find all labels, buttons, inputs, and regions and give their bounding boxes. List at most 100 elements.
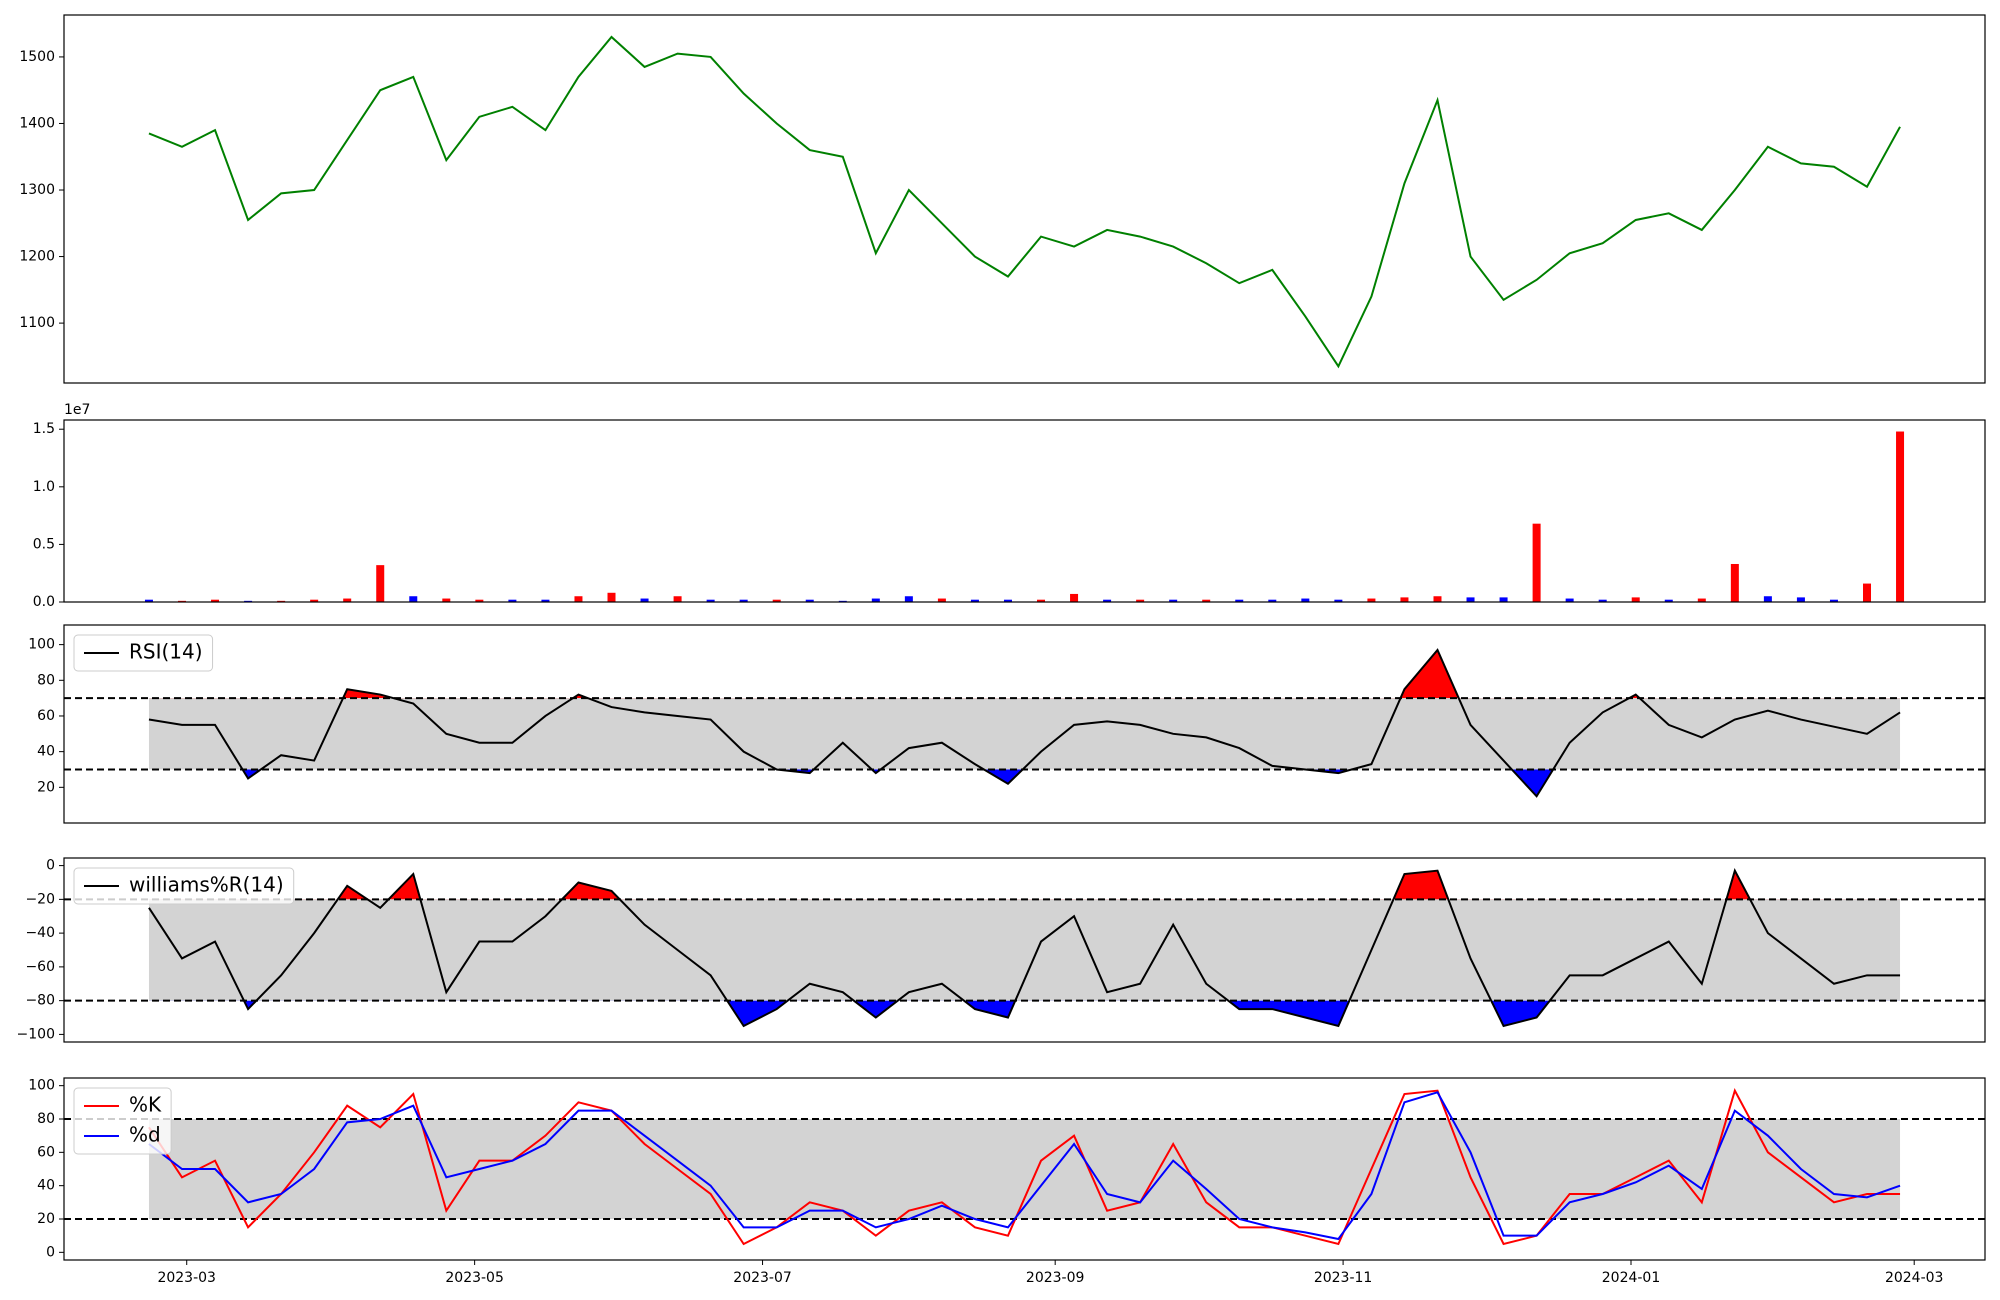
- indicator-line: [148, 868, 1901, 1028]
- volume-bar: [1136, 599, 1145, 602]
- panel: 20 40 60 80 100 RSI(14): [28, 624, 1986, 824]
- volume-bar: [1367, 598, 1376, 602]
- volume-bar: [1466, 597, 1475, 602]
- axes-frame: [63, 624, 1986, 824]
- y-tick-label: 80: [37, 672, 55, 688]
- volume-bar: [937, 598, 946, 602]
- axes-frame: [63, 419, 1986, 603]
- y-tick-label: 1100: [19, 315, 55, 331]
- volume-bar: [1433, 596, 1442, 602]
- volume-bar: [607, 592, 616, 602]
- legend-box: [73, 1087, 172, 1155]
- volume-bar: [1532, 523, 1541, 602]
- volume-bar: [409, 596, 418, 602]
- volume-bar: [1896, 431, 1905, 602]
- y-tick-label: 60: [37, 708, 55, 724]
- volume-bar: [211, 599, 220, 602]
- volume-bar: [640, 598, 649, 602]
- volume-bar: [1235, 599, 1244, 602]
- panel: 0.0 0.5 1.0 1.5 1e7: [33, 402, 1986, 610]
- y-tick-label: 1400: [19, 115, 55, 131]
- x-tick-label: 2023-09: [1026, 1270, 1085, 1286]
- legend: %K %d: [73, 1087, 172, 1155]
- x-tick-label: 2023-03: [157, 1270, 216, 1286]
- y-tick-label: 0.5: [33, 536, 55, 552]
- panel: −100 −80 −60 −40 −20 0 williams%R(14): [17, 857, 1986, 1043]
- y-tick-label: 1200: [19, 249, 55, 265]
- x-tick-label: 2023-05: [445, 1270, 504, 1286]
- volume-bar: [1664, 599, 1673, 602]
- volume-bar: [1202, 599, 1211, 602]
- volume-bar: [871, 598, 880, 602]
- y-tick-label: 0: [46, 1244, 55, 1260]
- volume-bar: [772, 599, 781, 602]
- y-tick-label: −40: [25, 925, 55, 941]
- y-tick-label: 40: [37, 1178, 55, 1194]
- volume-bar: [376, 565, 385, 602]
- volume-bar: [1037, 599, 1046, 602]
- y-tick-label: 1500: [19, 49, 55, 65]
- y-tick-label: 0.0: [33, 594, 55, 610]
- volume-bar: [1499, 597, 1508, 602]
- volume-bar: [1268, 599, 1277, 602]
- x-tick-label: 2023-11: [1314, 1270, 1373, 1286]
- volume-bar: [904, 596, 913, 602]
- legend-label: williams%R(14): [129, 873, 284, 897]
- y-tick-label: 80: [37, 1111, 55, 1127]
- volume-bar: [1169, 599, 1178, 602]
- volume-bar: [343, 598, 352, 602]
- offset-label: 1e7: [64, 402, 90, 418]
- y-tick-label: 1.0: [33, 479, 55, 495]
- x-tick-label: 2023-07: [733, 1270, 792, 1286]
- y-tick-label: 1.5: [33, 421, 55, 437]
- y-tick-label: 20: [37, 779, 55, 795]
- volume-bar: [1103, 599, 1112, 602]
- legend-box: [73, 867, 295, 905]
- volume-bar: [706, 599, 715, 602]
- volume-bar: [1400, 597, 1409, 602]
- volume-bar: [508, 599, 517, 602]
- axes-frame: [63, 1077, 1986, 1261]
- axes-frame: [63, 857, 1986, 1043]
- y-tick-label: −100: [17, 1026, 55, 1042]
- volume-bar: [1730, 563, 1739, 602]
- y-tick-label: −20: [25, 891, 55, 907]
- volume-bar: [1003, 599, 1012, 602]
- volume-bar: [1763, 596, 1772, 602]
- threshold-band: [148, 698, 1901, 770]
- legend: williams%R(14): [73, 867, 295, 905]
- volume-bar: [1070, 593, 1079, 602]
- volume-bar: [541, 599, 550, 602]
- volume-bar: [1301, 598, 1310, 602]
- legend-label: RSI(14): [129, 640, 203, 664]
- volume-bar: [442, 598, 451, 602]
- volume-bar: [1598, 599, 1607, 602]
- y-tick-label: −60: [25, 959, 55, 975]
- volume-bar: [1631, 597, 1640, 602]
- y-tick-label: 40: [37, 744, 55, 760]
- volume-bar: [1565, 598, 1574, 602]
- x-tick-label: 2024-01: [1602, 1270, 1661, 1286]
- volume-bar: [739, 599, 748, 602]
- indicator-line: [148, 1091, 1901, 1241]
- volume-bar: [475, 599, 484, 602]
- volume-bar: [673, 596, 682, 602]
- legend: RSI(14): [73, 634, 214, 672]
- y-tick-label: 20: [37, 1211, 55, 1227]
- volume-bar: [1796, 597, 1805, 602]
- y-tick-label: 100: [28, 1078, 55, 1094]
- threshold-band: [148, 1119, 1901, 1219]
- volume-bar: [310, 599, 319, 602]
- legend-box: [73, 634, 214, 672]
- panel: 0 20 40 60 80 100 2023-03 2023-05 2023-07 2023-09…: [28, 1077, 1986, 1286]
- y-tick-label: 100: [28, 637, 55, 653]
- y-tick-label: −80: [25, 993, 55, 1009]
- volume-bar: [1697, 598, 1706, 602]
- volume-bar: [1334, 599, 1343, 602]
- threshold-band: [148, 899, 1901, 1001]
- volume-bar: [1863, 583, 1872, 602]
- volume-bar: [574, 596, 583, 602]
- indicator-line: [148, 648, 1901, 798]
